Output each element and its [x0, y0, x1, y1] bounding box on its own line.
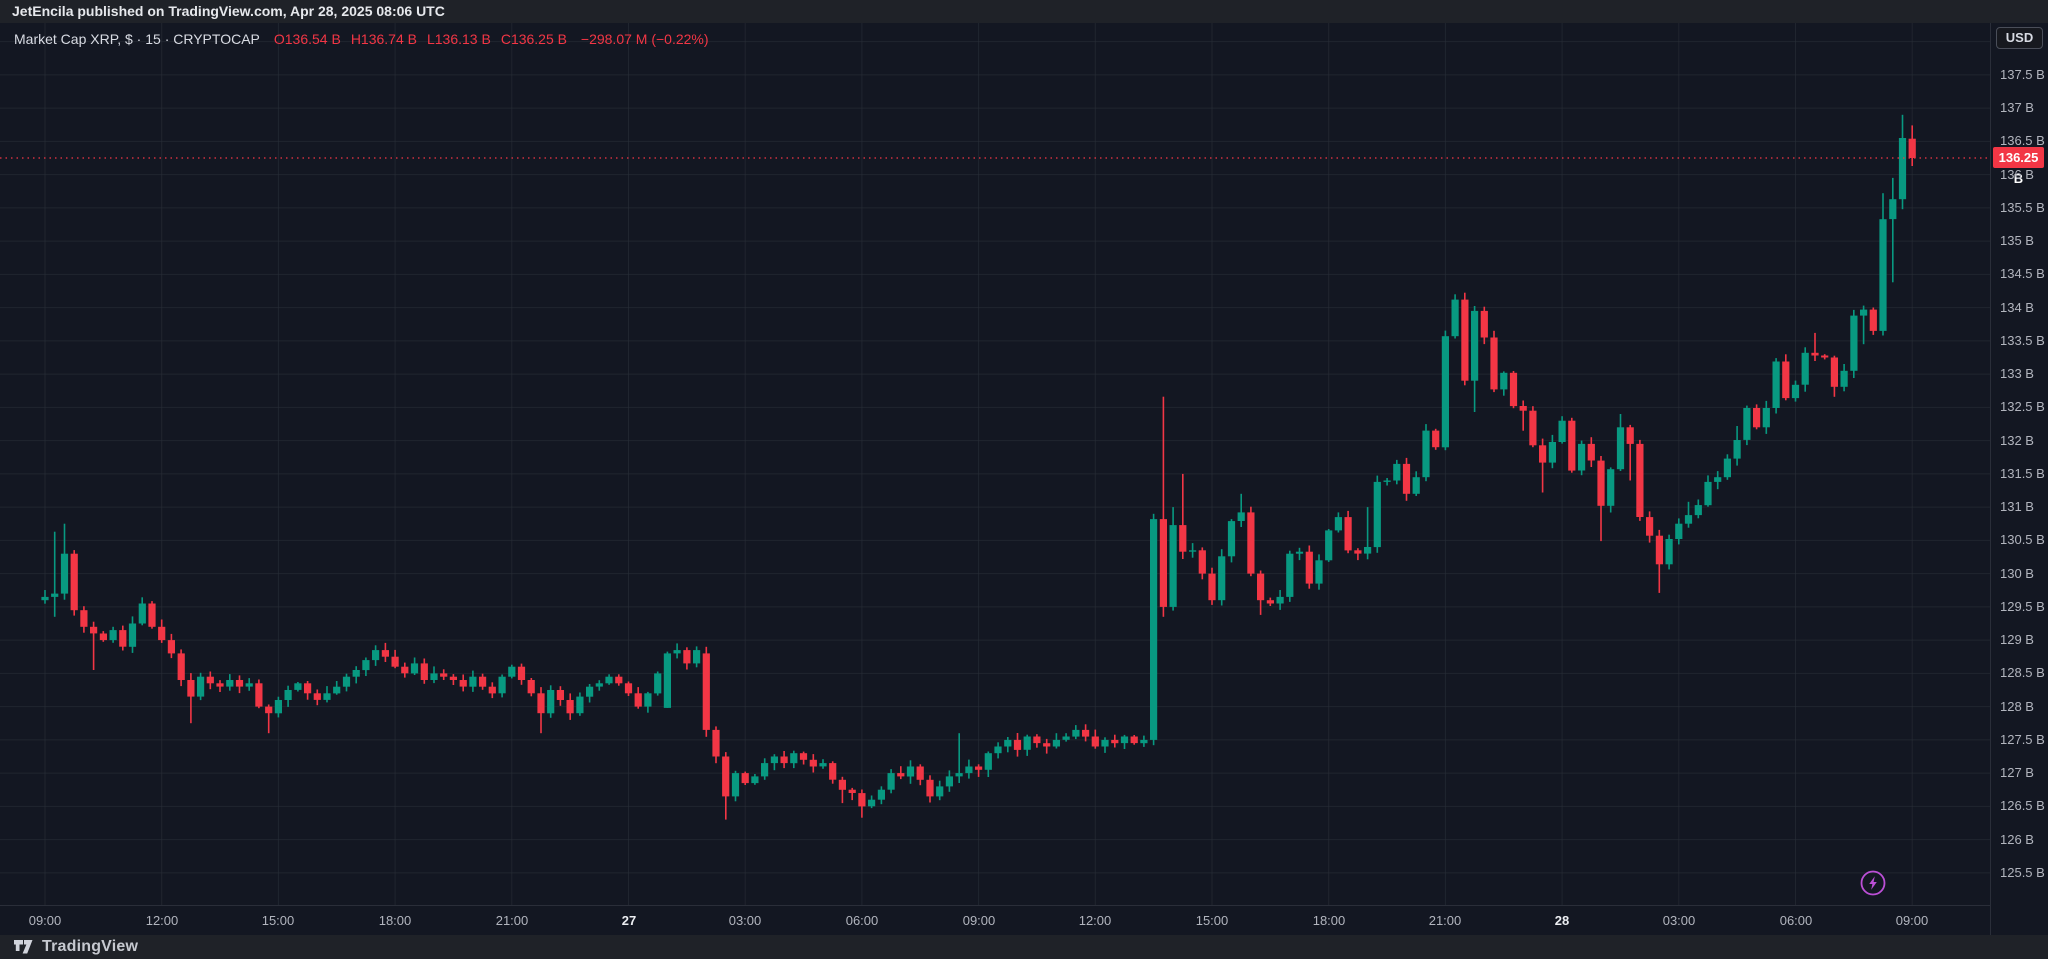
price-tick-label: 134.5 B [2000, 266, 2045, 281]
price-tick-label: 135 B [2000, 233, 2034, 248]
chart-container: Market Cap XRP, $ · 15 · CRYPTOCAP O136.5… [0, 23, 2048, 935]
time-tick-label: 06:00 [1779, 913, 1813, 928]
price-tick-label: 128 B [2000, 699, 2034, 714]
time-tick-label: 09:00 [28, 913, 62, 928]
tradingview-wordmark[interactable]: TradingView [42, 938, 139, 955]
time-tick-label: 18:00 [378, 913, 412, 928]
time-tick-label: 09:00 [962, 913, 996, 928]
symbol-title[interactable]: Market Cap XRP, $ · 15 · CRYPTOCAP [14, 31, 260, 47]
date-tick-label: 27 [621, 913, 637, 928]
price-tick-label: 125.5 B [2000, 865, 2045, 880]
time-axis[interactable]: 09:00 12:00 15:00 18:00 21:00 27 03:00 06:00 09:… [0, 905, 1990, 935]
footer-bar: TradingView [0, 935, 2048, 959]
legend-ohlc-H: H136.74 B [350, 31, 417, 47]
price-tick-label: 132 B [2000, 433, 2034, 448]
legend-change: −298.07 M (−0.22%) [580, 31, 709, 47]
price-tick-label: 132.5 B [2000, 399, 2045, 414]
chart-legend: Market Cap XRP, $ · 15 · CRYPTOCAP O136.5… [14, 31, 709, 47]
price-tick-label: 129 B [2000, 632, 2034, 647]
price-tick-label: 137.5 B [2000, 67, 2045, 82]
last-price-label: 136.25 B [1993, 147, 2044, 186]
price-tick-label: 128.5 B [2000, 665, 2045, 680]
price-tick-label: 131 B [2000, 499, 2034, 514]
currency-button[interactable]: USD [1996, 27, 2043, 49]
price-tick-label: 137 B [2000, 100, 2034, 115]
date-tick-label: 28 [1554, 913, 1570, 928]
price-axis[interactable]: USD 136.25 B 137.5 B 137 B 136.5 B 136 B 135… [1990, 23, 2048, 935]
legend-ohlc-L: L136.13 B [426, 31, 491, 47]
time-tick-label: 21:00 [495, 913, 529, 928]
time-tick-label: 12:00 [1078, 913, 1112, 928]
tradingview-logo-icon[interactable] [14, 939, 33, 956]
price-tick-label: 130.5 B [2000, 532, 2045, 547]
flash-icon[interactable] [1859, 869, 1887, 897]
price-tick-label: 127.5 B [2000, 732, 2045, 747]
price-tick-label: 133 B [2000, 366, 2034, 381]
price-tick-label: 131.5 B [2000, 466, 2045, 481]
legend-ohlc-O: O136.54 B [273, 31, 341, 47]
price-tick-label: 129.5 B [2000, 599, 2045, 614]
price-tick-label: 136 B [2000, 167, 2034, 182]
price-tick-label: 136.5 B [2000, 133, 2045, 148]
publish-text: JetEncila published on TradingView.com, … [12, 3, 445, 19]
price-tick-label: 126.5 B [2000, 798, 2045, 813]
time-tick-label: 12:00 [145, 913, 179, 928]
price-tick-label: 127 B [2000, 765, 2034, 780]
candlestick-plot[interactable] [0, 23, 1990, 905]
time-tick-label: 06:00 [845, 913, 879, 928]
publish-header: JetEncila published on TradingView.com, … [0, 0, 2048, 23]
time-tick-label: 21:00 [1428, 913, 1462, 928]
price-tick-label: 135.5 B [2000, 200, 2045, 215]
price-tick-label: 130 B [2000, 566, 2034, 581]
price-tick-label: 133.5 B [2000, 333, 2045, 348]
time-tick-label: 18:00 [1312, 913, 1346, 928]
time-tick-label: 15:00 [261, 913, 295, 928]
legend-ohlc-C: C136.25 B [500, 31, 567, 47]
price-tick-label: 126 B [2000, 832, 2034, 847]
legend-ohlc: O136.54 B H136.74 B L136.13 B C136.25 B [274, 31, 577, 47]
time-tick-label: 03:00 [1662, 913, 1696, 928]
price-tick-label: 134 B [2000, 300, 2034, 315]
time-tick-label: 15:00 [1195, 913, 1229, 928]
time-tick-label: 09:00 [1895, 913, 1929, 928]
time-tick-label: 03:00 [728, 913, 762, 928]
